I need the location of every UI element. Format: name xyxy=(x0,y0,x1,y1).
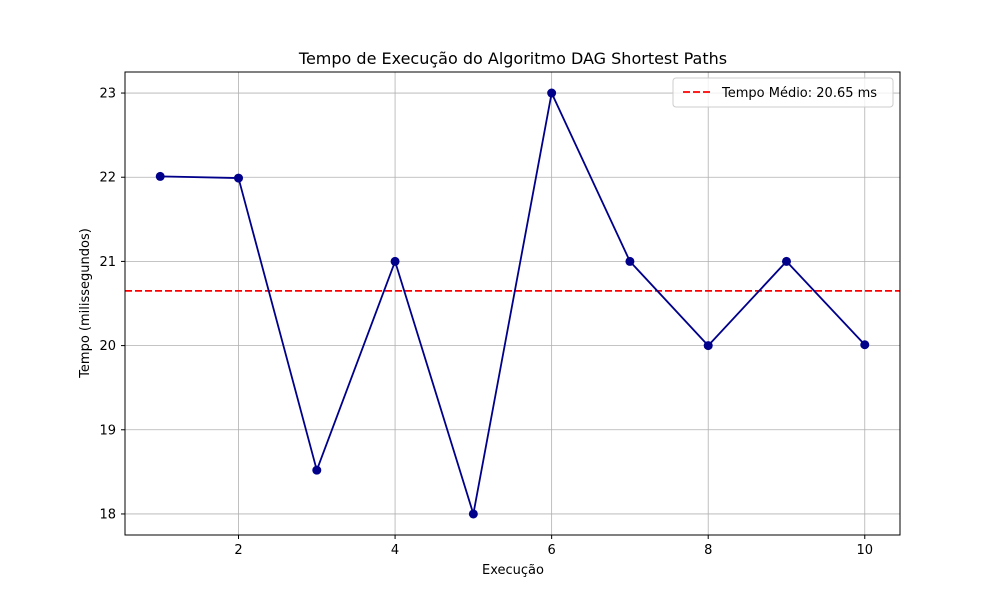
y-tick-label: 22 xyxy=(99,171,116,186)
data-point xyxy=(312,465,322,475)
data-point xyxy=(468,509,478,519)
data-point xyxy=(625,256,635,266)
axes-frame xyxy=(124,71,901,536)
data-point xyxy=(703,341,713,351)
y-tick-label: 18 xyxy=(99,507,116,522)
data-point xyxy=(781,256,791,266)
legend-frame xyxy=(672,77,894,108)
legend-label-mean: Tempo Médio: 20.65 ms xyxy=(721,86,877,101)
y-tick-label: 20 xyxy=(99,339,116,354)
x-axis-label: Execução xyxy=(482,563,544,578)
x-tick-label: 10 xyxy=(856,543,873,558)
data-point xyxy=(155,171,165,181)
x-tick-label: 6 xyxy=(548,543,556,558)
series-line xyxy=(160,92,866,515)
data-point xyxy=(547,88,557,98)
y-tick-label: 19 xyxy=(99,423,116,438)
x-tick-label: 2 xyxy=(234,543,242,558)
chart-title: Tempo de Execução do Algoritmo DAG Short… xyxy=(298,49,727,68)
y-tick-label: 23 xyxy=(99,87,116,102)
data-point xyxy=(860,340,870,350)
x-tick-label: 8 xyxy=(704,543,712,558)
legend: Tempo Médio: 20.65 ms xyxy=(672,77,894,108)
x-tick-label: 4 xyxy=(391,543,399,558)
y-axis-label: Tempo (milissegundos) xyxy=(78,228,93,379)
y-tick-label: 21 xyxy=(99,255,116,270)
data-point xyxy=(234,173,244,183)
data-point xyxy=(390,256,400,266)
